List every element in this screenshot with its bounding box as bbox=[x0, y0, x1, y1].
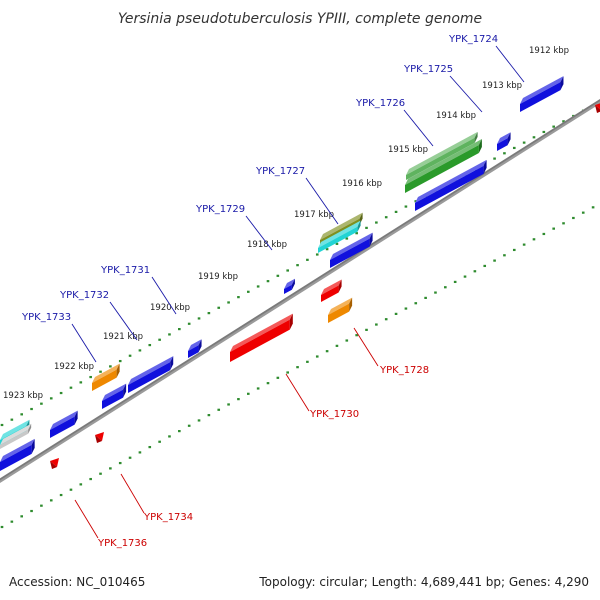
kbp-label: 1918 kbp bbox=[247, 240, 287, 250]
label-leader-line bbox=[449, 75, 483, 113]
gene-feature bbox=[330, 232, 373, 268]
kbp-label: 1917 kbp bbox=[294, 210, 334, 220]
gene-feature bbox=[405, 139, 482, 193]
label-leader-line bbox=[305, 177, 339, 225]
kbp-label: 1914 kbp bbox=[436, 111, 476, 121]
gene-feature bbox=[102, 383, 127, 409]
gene-feature bbox=[188, 339, 202, 358]
backbone-edge bbox=[0, 99, 600, 481]
gene-feature bbox=[318, 220, 361, 253]
gene-feature bbox=[497, 132, 511, 151]
kbp-label: 1921 kbp bbox=[103, 332, 143, 342]
gene-label-forward: YPK_1726 bbox=[355, 98, 405, 109]
kbp-label: 1916 kbp bbox=[342, 179, 382, 189]
gene-label-forward: YPK_1732 bbox=[59, 290, 109, 301]
gene-label-reverse: YPK_1736 bbox=[97, 538, 147, 549]
gene-label-reverse: YPK_1734 bbox=[143, 512, 193, 523]
gene-label-forward: YPK_1727 bbox=[255, 166, 305, 177]
gene-feature bbox=[520, 76, 564, 112]
label-leader-line bbox=[495, 45, 525, 83]
gene-label-forward: YPK_1724 bbox=[448, 34, 498, 45]
gene-feature bbox=[415, 159, 487, 211]
gene-feature bbox=[284, 278, 295, 294]
kbp-label: 1912 kbp bbox=[529, 46, 569, 56]
gene-feature bbox=[50, 458, 59, 469]
genome-backbone bbox=[0, 98, 600, 484]
kbp-label: 1919 kbp bbox=[198, 272, 238, 282]
gene-feature bbox=[230, 313, 293, 362]
kbp-label: 1922 kbp bbox=[54, 362, 94, 372]
map-title: Yersinia pseudotuberculosis YPIII, compl… bbox=[118, 11, 482, 27]
gene-feature bbox=[406, 131, 478, 180]
gene-feature bbox=[50, 410, 78, 438]
gene-labels: YPK_1724 YPK_1725 YPK_1726 YPK_1727 YPK_1729… bbox=[21, 34, 525, 549]
gene-label-forward: YPK_1729 bbox=[195, 204, 245, 215]
gene-feature bbox=[595, 103, 600, 113]
gene-label-forward: YPK_1731 bbox=[100, 265, 150, 276]
gene-features bbox=[0, 76, 600, 471]
kbp-label: 1913 kbp bbox=[482, 81, 522, 91]
label-leader-line bbox=[109, 301, 138, 341]
gene-label-reverse: YPK_1728 bbox=[379, 365, 429, 376]
label-leader-line bbox=[120, 473, 145, 514]
kbp-labels: 1912 kbp 1913 kbp 1914 kbp 1915 kbp 1916 kbp… bbox=[3, 46, 569, 401]
label-leader-line bbox=[403, 109, 434, 147]
kbp-label: 1915 kbp bbox=[388, 145, 428, 155]
gene-label-forward: YPK_1733 bbox=[21, 312, 71, 323]
gene-feature bbox=[95, 432, 104, 443]
gene-feature bbox=[92, 363, 120, 391]
accession-text: Accession: NC_010465 bbox=[9, 575, 145, 589]
kbp-label: 1920 kbp bbox=[150, 303, 190, 313]
label-leader-line bbox=[285, 373, 310, 412]
gene-feature bbox=[128, 356, 174, 393]
label-leader-line bbox=[74, 499, 99, 539]
gene-feature bbox=[0, 438, 35, 471]
label-leader-line bbox=[245, 215, 273, 251]
label-leader-line bbox=[71, 323, 97, 363]
kbp-label: 1923 kbp bbox=[3, 391, 43, 401]
gene-feature bbox=[321, 279, 342, 302]
label-leader-line bbox=[353, 327, 379, 367]
gene-label-forward: YPK_1725 bbox=[403, 64, 453, 75]
gene-feature bbox=[328, 297, 353, 323]
label-leader-line bbox=[151, 276, 177, 315]
gene-feature bbox=[0, 423, 32, 449]
genome-summary-text: Topology: circular; Length: 4,689,441 bp… bbox=[258, 575, 589, 589]
backbone-line bbox=[0, 98, 600, 484]
gene-label-reverse: YPK_1730 bbox=[309, 409, 359, 420]
